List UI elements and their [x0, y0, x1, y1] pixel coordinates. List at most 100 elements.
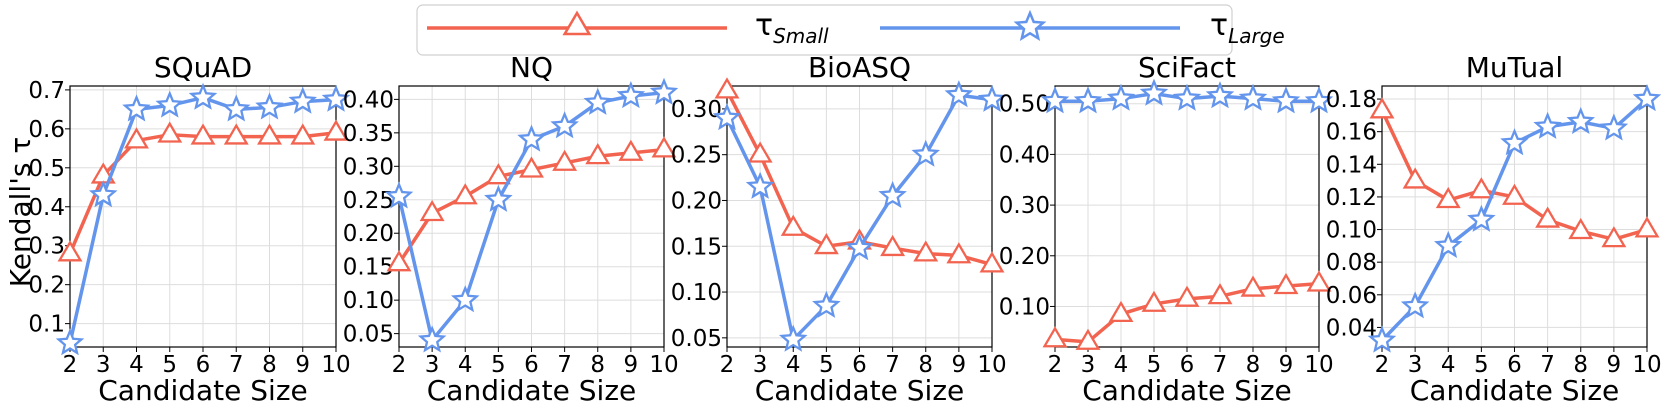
x-tick-label: 4: [1441, 352, 1456, 378]
star-marker: [1139, 78, 1169, 106]
triangle-marker: [419, 199, 445, 222]
star-marker: [778, 324, 808, 352]
star-marker: [1238, 83, 1268, 111]
y-tick-label: 0.35: [343, 121, 394, 147]
triangle-marker: [386, 250, 412, 272]
panel-nq: 2 3 4 5 6 7 8 9 100.050.100.150.200.250.300.350.…: [343, 51, 679, 406]
triangle-marker: [618, 139, 644, 161]
triangle-marker: [257, 123, 282, 145]
panels: 2 3 4 5 6 7 8 9 100.10.20.30.40.50.60.7SQuADCand…: [28, 51, 1661, 406]
star-marker: [1106, 83, 1136, 111]
y-tick-label: 0.30: [999, 193, 1050, 219]
x-tick-label: 3: [1408, 352, 1423, 378]
triangle-marker: [323, 119, 349, 141]
star-marker: [122, 94, 151, 122]
triangle-marker: [1273, 272, 1299, 295]
y-tick-label: 0.06: [1326, 283, 1377, 309]
star-marker: [1599, 113, 1629, 141]
x-tick-label: 8: [262, 352, 277, 378]
panel-squad: 2 3 4 5 6 7 8 9 10 0.1 0.2 0.3 0.4 0.5 0.6 0.7 SQuAD Cand…: [28, 51, 350, 406]
x-tick-label: 10: [1304, 352, 1333, 378]
triangle-marker: [946, 242, 972, 264]
star-marker: [1533, 111, 1562, 139]
x-axis-label: Candidate Size: [1410, 374, 1620, 406]
legend-small-label: τSmall: [755, 8, 829, 48]
star-marker: [188, 82, 218, 110]
x-tick-label: 6: [1507, 352, 1522, 378]
triangle-marker: [1535, 206, 1561, 228]
panel-title: NQ: [510, 51, 553, 84]
panel-title: BioASQ: [808, 51, 911, 84]
legend-large-label: τLarge: [1210, 8, 1285, 48]
triangle-marker: [585, 142, 611, 165]
triangle-marker: [485, 163, 511, 185]
triangle-marker: [913, 240, 939, 262]
star-marker: [1566, 106, 1596, 135]
y-tick-label: 0.05: [343, 322, 394, 348]
y-tick-label: 0.16: [1326, 120, 1377, 146]
triangle-marker: [780, 214, 806, 236]
x-tick-label: 5: [1474, 352, 1489, 378]
star-marker: [845, 233, 874, 261]
x-tick-label: 5: [162, 352, 177, 378]
y-tick-label: 0.20: [999, 244, 1050, 270]
y-tick-label: 0.30: [671, 97, 722, 123]
triangle-marker: [190, 123, 216, 145]
star-marker: [321, 84, 350, 112]
panel-title: SQuAD: [154, 51, 252, 84]
triangle-marker: [519, 156, 544, 178]
y-axis-label: Kendall's τ: [4, 137, 37, 287]
y-tick-label: 0.10: [343, 288, 394, 314]
series-small: [386, 136, 677, 272]
y-tick-label: 0.4: [28, 195, 65, 221]
y-tick-label: 0.40: [343, 87, 394, 113]
x-tick-label: 9: [295, 352, 310, 378]
star-marker: [583, 87, 613, 115]
x-tick-label: 7: [885, 352, 900, 378]
x-tick-label: 7: [1540, 352, 1555, 378]
x-tick-label: 5: [491, 352, 506, 378]
x-tick-label: 8: [590, 352, 605, 378]
star-marker: [550, 111, 579, 139]
series-large: [1368, 84, 1661, 353]
triangle-marker: [1240, 275, 1266, 297]
star-marker: [288, 86, 318, 114]
panel-title: SciFact: [1138, 51, 1236, 84]
x-tick-label: 5: [1147, 352, 1162, 378]
star-marker: [1632, 84, 1661, 112]
x-tick-label: 4: [129, 352, 144, 378]
x-tick-label: 7: [229, 352, 244, 378]
star-marker: [1172, 83, 1202, 111]
y-tick-label: 0.14: [1326, 152, 1377, 178]
star-marker: [484, 184, 513, 212]
x-tick-label: 10: [977, 352, 1006, 378]
star-marker: [1433, 230, 1463, 258]
panel-scifact: 2 3 4 5 6 7 8 9 10 0.10 0.20 0.30 0.40 0.50 SciFact Can…: [999, 51, 1334, 406]
y-tick-label: 0.30: [343, 154, 394, 180]
star-marker: [385, 181, 414, 209]
series-small: [1042, 270, 1332, 350]
triangle-marker: [1207, 283, 1233, 305]
triangle-marker: [747, 141, 773, 163]
star-marker: [1304, 86, 1333, 114]
star-marker: [649, 77, 678, 105]
star-marker: [745, 171, 775, 199]
star-marker: [944, 80, 974, 108]
y-tick-label: 0.25: [671, 143, 722, 169]
star-marker: [221, 94, 251, 122]
star-marker: [1500, 128, 1529, 156]
star-marker: [450, 285, 480, 313]
star-marker: [977, 84, 1006, 112]
triangle-marker: [1601, 226, 1627, 248]
x-tick-label: 9: [1607, 352, 1622, 378]
series-large: [713, 80, 1006, 352]
triangle-marker: [57, 240, 83, 262]
star-marker: [878, 180, 907, 209]
y-tick-label: 0.3: [28, 234, 65, 260]
x-axis-label: Candidate Size: [427, 374, 637, 406]
x-tick-label: 4: [786, 352, 801, 378]
triangle-marker: [979, 251, 1005, 273]
triangle-marker: [1402, 167, 1428, 189]
star-marker: [1467, 204, 1496, 232]
x-tick-label: 9: [1279, 352, 1294, 378]
